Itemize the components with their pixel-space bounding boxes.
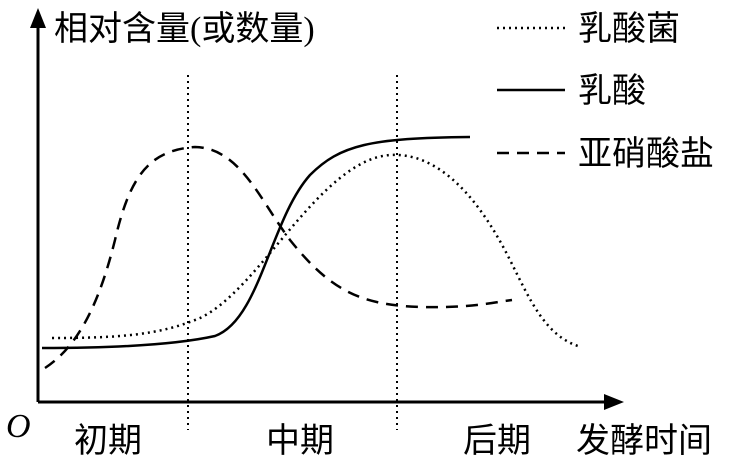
y-arrow	[30, 8, 46, 28]
stage-label: 中期	[266, 422, 334, 460]
x-arrow	[604, 394, 624, 410]
x-label: 发酵时间	[576, 422, 712, 460]
legend-label: 乳酸	[578, 72, 646, 110]
legend-label: 乳酸菌	[578, 10, 680, 48]
stage-label: 后期	[463, 423, 531, 460]
y-label: 相对含量(或数量)	[54, 10, 315, 48]
lactic-acid-curve	[41, 135, 471, 350]
legend-label: 亚硝酸盐	[578, 135, 714, 173]
stage-label: 初期	[74, 422, 142, 460]
nitrite-curve	[44, 145, 513, 370]
origin: O	[6, 408, 31, 445]
bacteria-curve	[51, 153, 579, 348]
